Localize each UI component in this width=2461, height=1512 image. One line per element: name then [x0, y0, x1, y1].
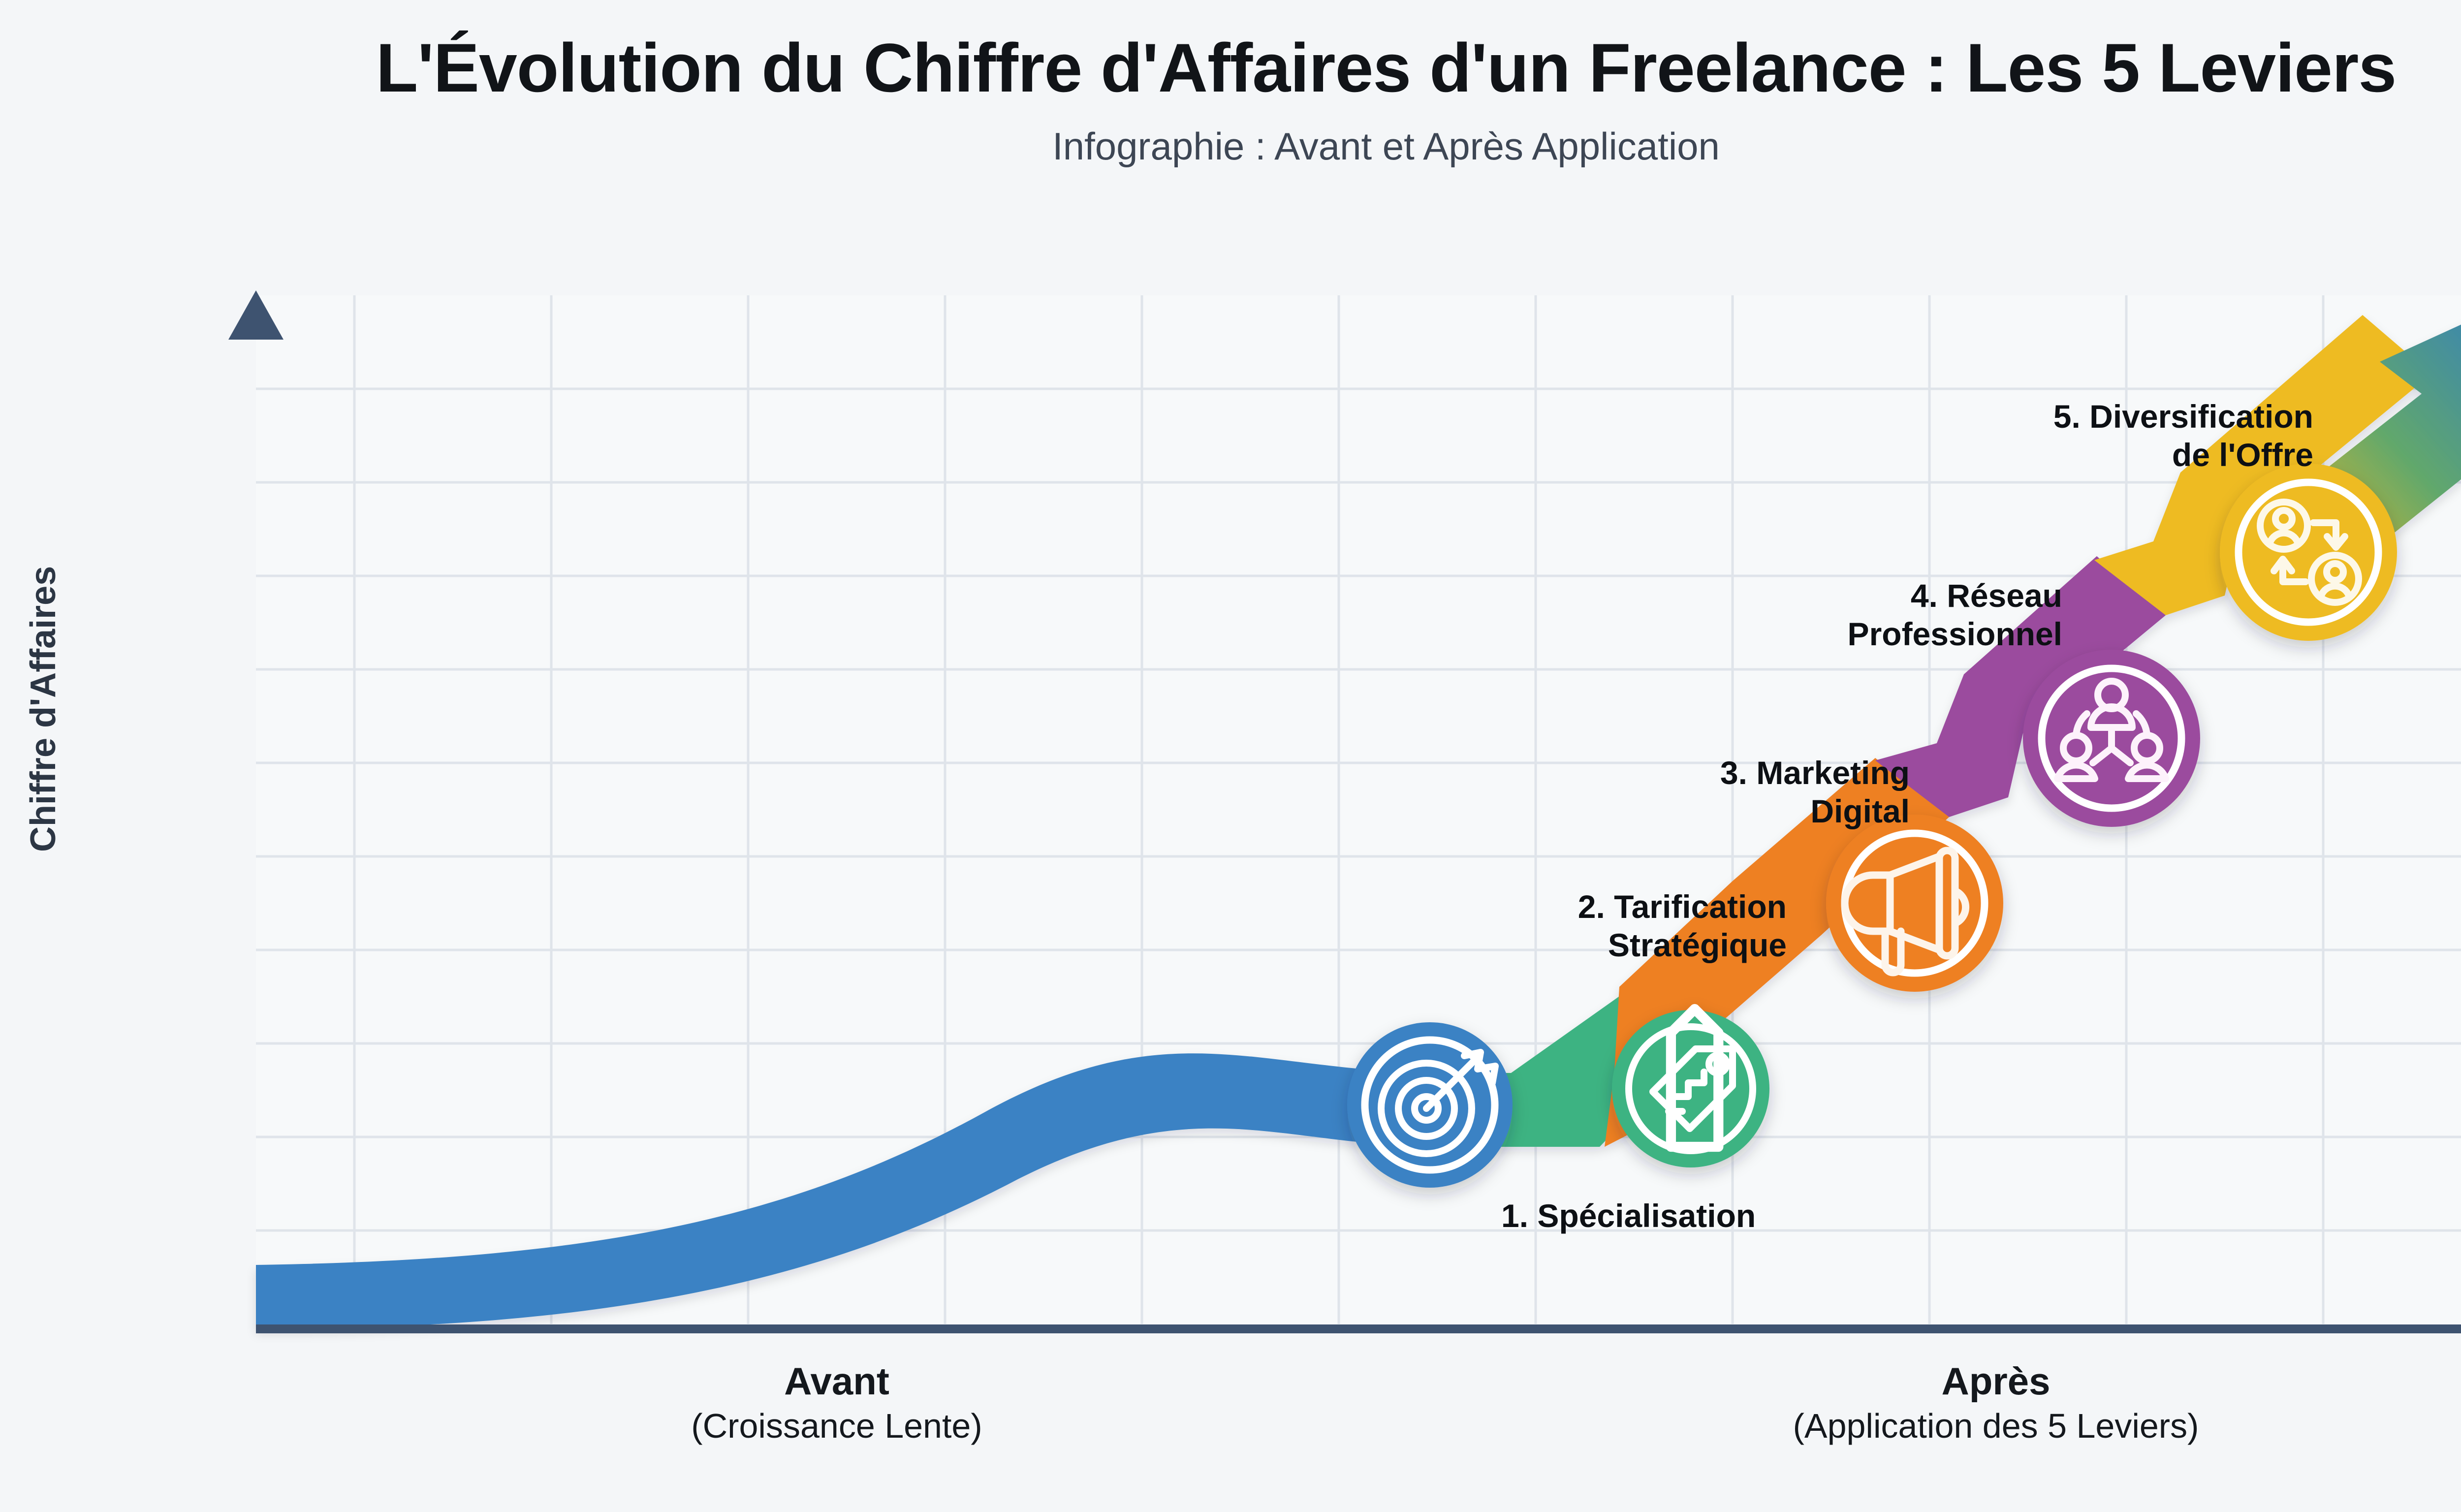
user-exchange-icon	[2257, 499, 2362, 606]
page-title: L'Évolution du Chiffre d'Affaires d'un F…	[376, 29, 2397, 106]
header: L'Évolution du Chiffre d'Affaires d'un F…	[0, 0, 2461, 169]
step-label-1: 1. Spécialisation	[1501, 1197, 1756, 1234]
ribbon-segment-4	[1875, 556, 2166, 817]
y-axis-arrow	[228, 290, 284, 340]
x-category-after-main: Après	[1941, 1359, 2051, 1403]
ribbon-segment-5	[2094, 315, 2431, 615]
step-label-2: 2. Tarification Stratégique	[1578, 888, 1787, 963]
axes	[228, 290, 2461, 1333]
target-icon	[1378, 1049, 1499, 1157]
x-category-before-main: Avant	[784, 1359, 889, 1403]
y-axis-label: Chiffre d'Affaires	[24, 566, 63, 852]
step-label-4: 4. Réseau Professionnel	[1847, 577, 2062, 652]
megaphone-icon	[1841, 847, 1970, 976]
x-category-after: Après (Application des 5 Leviers)	[1688, 1358, 2303, 1449]
step-node-2	[1612, 1004, 1769, 1167]
step-node-1	[1347, 1022, 1513, 1188]
step-node-3	[1826, 815, 2003, 992]
x-category-after-sub: (Application des 5 Leviers)	[1793, 1407, 2199, 1446]
people-network-icon	[2054, 678, 2169, 782]
ribbon-segment-1	[256, 1053, 1442, 1329]
step-node-5	[2220, 464, 2397, 641]
step-label-3: 3. Marketing Digital	[1720, 755, 1910, 829]
step-node-4	[2023, 650, 2200, 827]
x-category-before: Avant (Croissance Lente)	[551, 1358, 1122, 1449]
page-subtitle: Infographie : Avant et Après Application	[1052, 124, 1720, 168]
price-tag-icon	[1649, 1004, 1736, 1152]
x-category-before-sub: (Croissance Lente)	[691, 1407, 982, 1446]
step-label-5: 5. Diversification de l'Offre	[2053, 398, 2313, 473]
